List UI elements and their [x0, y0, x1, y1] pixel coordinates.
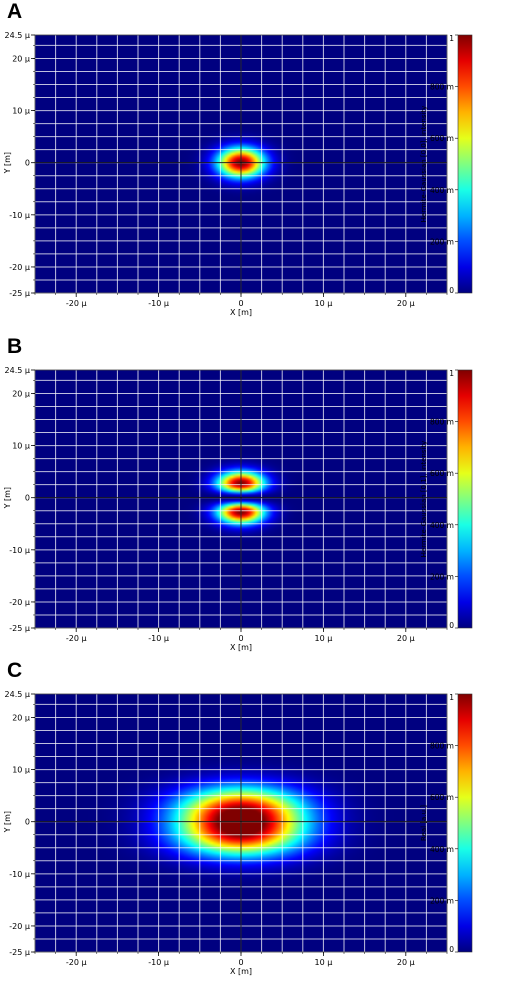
colorbar-tick-label: 400 m: [430, 521, 454, 530]
y-tick-label: -25 µ: [9, 624, 30, 633]
panel-label-b: B: [7, 335, 23, 358]
x-tick-label: -10 µ: [148, 299, 169, 308]
y-tick-label: 10 µ: [12, 766, 30, 775]
colorbar-tick-label: 400 m: [430, 186, 454, 195]
y-tick-label: 24.5 µ: [5, 366, 30, 375]
y-tick-label: 20 µ: [12, 389, 30, 398]
colorbar: [457, 34, 473, 294]
colorbar-tick-label: 0: [449, 286, 454, 295]
x-tick-label: 0: [238, 634, 243, 643]
x-tick-label: 20 µ: [397, 634, 415, 643]
y-tick-label: 10 µ: [12, 107, 30, 116]
y-tick-label: -10 µ: [9, 546, 30, 555]
y-tick-label: 24.5 µ: [5, 31, 30, 40]
x-tick-label: -10 µ: [148, 634, 169, 643]
y-axis-label: Y [m]: [3, 487, 12, 509]
y-tick-label: 20 µ: [12, 713, 30, 722]
y-tick-label: -25 µ: [9, 948, 30, 957]
x-axis-label: X [m]: [230, 967, 252, 976]
colorbar-tick-label: 0: [449, 621, 454, 630]
colorbar-label: Hermite-Gaussian [0,0], intensity: [420, 106, 428, 223]
colorbar-tick-label: 0: [449, 945, 454, 954]
x-tick-label: 20 µ: [397, 958, 415, 967]
x-tick-label: -20 µ: [66, 299, 87, 308]
colorbar-tick-label: 600 m: [430, 134, 454, 143]
y-tick-label: 10 µ: [12, 442, 30, 451]
colorbar-tick-label: 600 m: [430, 793, 454, 802]
y-tick-label: -20 µ: [9, 598, 30, 607]
x-tick-label: 10 µ: [314, 958, 332, 967]
heatmap-chart-b: -20 µ -10 µ 0 10 µ 20 µ X [m] 24.5 µ 20 µ 10 µ 0 -…: [3, 366, 473, 652]
colorbar-tick-label: 800 m: [430, 83, 454, 92]
y-tick-label: 0: [25, 494, 30, 503]
panel-label-c: C: [7, 659, 23, 682]
y-tick-label: 0: [25, 818, 30, 827]
colorbar-tick-label: 600 m: [430, 469, 454, 478]
colorbar-tick-label: 400 m: [430, 845, 454, 854]
colorbar-label: Real [a.u.]: [420, 805, 428, 841]
colorbar: [457, 693, 473, 953]
y-tick-label: 0: [25, 159, 30, 168]
x-tick-label: 10 µ: [314, 299, 332, 308]
y-tick-label: 24.5 µ: [5, 690, 30, 699]
x-axis-label: X [m]: [230, 308, 252, 317]
heatmap-chart-a: -20 µ -10 µ 0 10 µ 20 µ X [m] 24.5 µ 20 µ 10 µ 0 -…: [3, 31, 473, 317]
x-tick-label: 20 µ: [397, 299, 415, 308]
colorbar-tick-label: 200 m: [430, 896, 454, 905]
x-tick-label: -20 µ: [66, 958, 87, 967]
y-axis-label: Y [m]: [3, 811, 12, 833]
colorbar-label: Hermite-Gaussian [0,1], intensity: [420, 441, 428, 558]
heatmap-chart-c: -20 µ -10 µ 0 10 µ 20 µ X [m] 24.5 µ 20 µ 10 µ 0 -…: [3, 690, 473, 976]
colorbar-tick-label: 800 m: [430, 742, 454, 751]
x-tick-label: -10 µ: [148, 958, 169, 967]
colorbar-tick-label: 1: [449, 693, 454, 702]
y-tick-label: 20 µ: [12, 54, 30, 63]
colorbar: [457, 369, 473, 629]
y-tick-label: -10 µ: [9, 211, 30, 220]
x-tick-label: 0: [238, 299, 243, 308]
colorbar-tick-label: 800 m: [430, 418, 454, 427]
colorbar-tick-label: 200 m: [430, 572, 454, 581]
y-tick-label: -25 µ: [9, 289, 30, 298]
x-tick-label: 10 µ: [314, 634, 332, 643]
x-tick-label: -20 µ: [66, 634, 87, 643]
panel-label-a: A: [7, 0, 23, 23]
colorbar-tick-label: 1: [449, 369, 454, 378]
y-tick-label: -20 µ: [9, 263, 30, 272]
x-tick-label: 0: [238, 958, 243, 967]
y-tick-label: -20 µ: [9, 922, 30, 931]
y-axis-label: Y [m]: [3, 152, 12, 174]
x-axis-label: X [m]: [230, 643, 252, 652]
colorbar-tick-label: 1: [449, 34, 454, 43]
colorbar-tick-label: 200 m: [430, 237, 454, 246]
y-tick-label: -10 µ: [9, 870, 30, 879]
